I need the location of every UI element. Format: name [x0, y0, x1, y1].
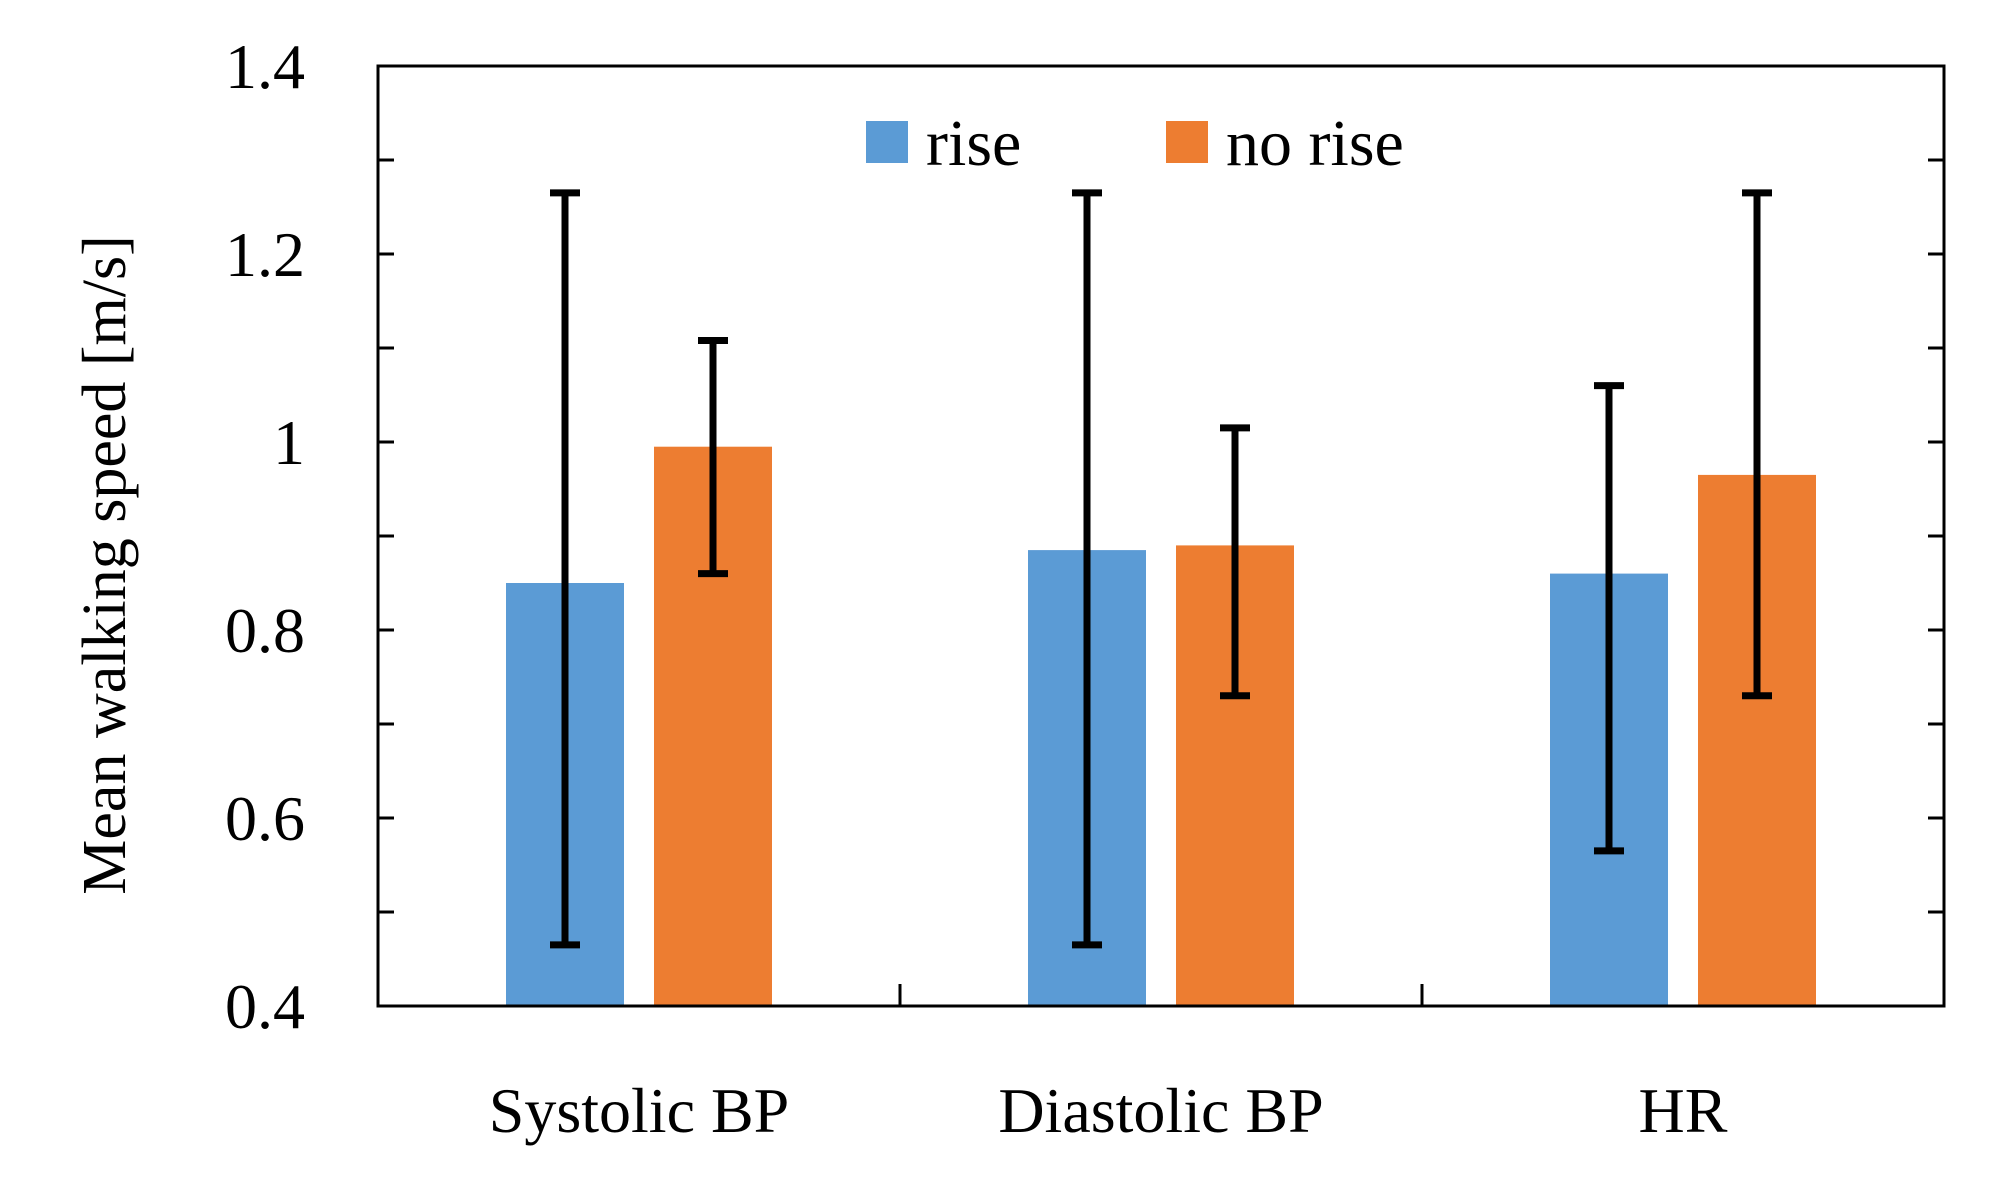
- y-tick-label: 1.4: [225, 31, 305, 102]
- category-dividers: [898, 984, 1424, 1006]
- y-tick-label: 1.2: [225, 219, 305, 290]
- y-tick-label: 1: [273, 407, 305, 478]
- y-tick-labels: 0.4 0.6 0.8 1 1.2 1.4: [225, 31, 305, 1042]
- y-ticks-layer: [378, 158, 1944, 914]
- legend-label-rise: rise: [926, 107, 1021, 180]
- legend-label-no-rise: no rise: [1226, 107, 1404, 180]
- y-tick-label: 0.6: [225, 783, 305, 854]
- legend-swatch-rise: [866, 121, 908, 163]
- category-labels: Systolic BP Diastolic BP HR: [489, 1075, 1728, 1146]
- category-label: Systolic BP: [489, 1075, 790, 1146]
- y-tick-label: 0.8: [225, 595, 305, 666]
- legend: rise no rise: [866, 107, 1404, 180]
- y-tick-label: 0.4: [225, 971, 305, 1042]
- plot-frame: [376, 64, 1946, 1008]
- category-label: HR: [1639, 1075, 1728, 1146]
- category-label: Diastolic BP: [998, 1075, 1323, 1146]
- y-axis-title: Mean walking speed [m/s]: [71, 235, 139, 894]
- legend-swatch-no-rise: [1166, 121, 1208, 163]
- error-bars-layer: [550, 189, 1772, 949]
- bars-layer: [506, 446, 1816, 1006]
- y-axis-title-group: Mean walking speed [m/s]: [71, 235, 139, 894]
